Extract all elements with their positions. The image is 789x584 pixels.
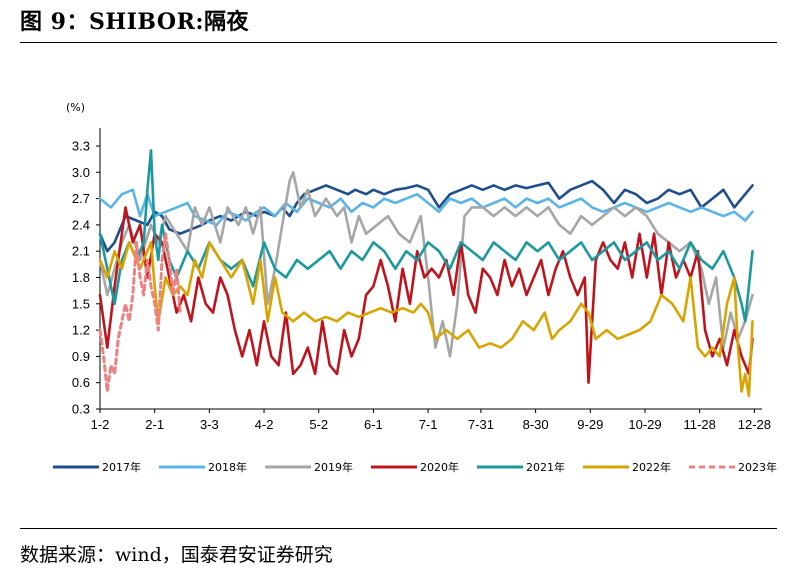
- y-tick-label: 1.5: [72, 296, 90, 311]
- series-line-6: [98, 241, 754, 398]
- legend-label: 2019年: [314, 460, 353, 474]
- y-tick-label: 1.2: [72, 323, 90, 338]
- y-tick-label: 1.8: [72, 270, 90, 285]
- legend-label: 2018年: [208, 460, 247, 474]
- x-tick-label: 3-3: [200, 417, 219, 432]
- legend-label: 2020年: [420, 460, 459, 474]
- y-tick-label: 0.6: [72, 375, 90, 390]
- x-tick-label: 4-2: [255, 417, 274, 432]
- y-tick-label: 3.0: [72, 165, 90, 180]
- legend-label: 2021年: [526, 460, 565, 474]
- x-tick-label: 9-29: [577, 417, 603, 432]
- top-rule: [20, 42, 777, 43]
- source-note: 数据来源：wind，国泰君安证券研究: [20, 544, 333, 566]
- series-line-4: [98, 206, 754, 384]
- bottom-rule: [20, 528, 777, 529]
- y-tick-label: 2.7: [72, 191, 90, 206]
- x-ticks: 1-2 2-1 3-3 4-2 5-2 6-1 7-1 7-31 8-30 9-29 10-29 11…: [91, 409, 771, 432]
- y-unit-label: (%): [66, 101, 85, 114]
- series-line-7: [98, 232, 182, 393]
- legend-label: 2023年: [738, 460, 777, 474]
- legend-label: 2022年: [632, 460, 671, 474]
- series-line-1: [98, 179, 754, 253]
- y-tick-label: 2.1: [72, 244, 90, 259]
- shibor-line-chart: (%) 0.3 0.6 0.9 1.2 1.5 1.8 2.1 2.4 2.7 3.0 3.3 1-…: [53, 101, 777, 474]
- x-tick-label: 6-1: [364, 417, 383, 432]
- x-tick-label: 11-28: [684, 417, 716, 432]
- series-line-2: [98, 188, 754, 227]
- x-tick-label: 1-2: [91, 417, 110, 432]
- series-lines: [98, 149, 754, 398]
- x-tick-label: 10-29: [628, 417, 661, 432]
- x-tick-label: 5-2: [309, 417, 328, 432]
- y-tick-label: 0.9: [72, 349, 90, 364]
- y-tick-label: 0.3: [72, 402, 90, 417]
- x-tick-label: 7-31: [468, 417, 494, 432]
- x-tick-label: 2-1: [145, 417, 164, 432]
- x-tick-label: 7-1: [419, 417, 438, 432]
- y-tick-label: 3.3: [72, 139, 90, 154]
- y-tick-label: 2.4: [72, 217, 90, 232]
- x-tick-label: 12-28: [738, 417, 771, 432]
- x-tick-label: 8-30: [523, 417, 549, 432]
- legend-label: 2017年: [102, 460, 141, 474]
- legend: 2017年 2018年 2019年 2020年 2021年 2022年 2023年: [53, 460, 777, 474]
- chart-axes: [99, 128, 762, 410]
- figure-title: 图 9：SHIBOR:隔夜: [20, 9, 250, 35]
- y-ticks: 0.3 0.6 0.9 1.2 1.5 1.8 2.1 2.4 2.7 3.0 3.3: [72, 139, 100, 417]
- series-line-3: [98, 171, 754, 358]
